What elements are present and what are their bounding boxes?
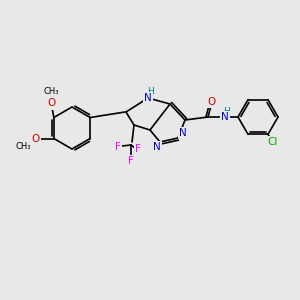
Text: Cl: Cl xyxy=(268,137,278,147)
Text: F: F xyxy=(115,142,121,152)
Text: N: N xyxy=(144,93,152,103)
Text: F: F xyxy=(135,144,141,154)
Text: H: H xyxy=(224,106,230,116)
Text: O: O xyxy=(208,97,216,107)
Text: CH₃: CH₃ xyxy=(15,142,31,151)
Text: N: N xyxy=(179,128,187,138)
Text: H: H xyxy=(147,86,153,95)
Text: CH₃: CH₃ xyxy=(43,87,58,96)
Text: N: N xyxy=(221,112,229,122)
Text: O: O xyxy=(32,134,40,143)
Text: F: F xyxy=(128,156,134,166)
Text: O: O xyxy=(48,98,56,109)
Text: N: N xyxy=(153,142,161,152)
